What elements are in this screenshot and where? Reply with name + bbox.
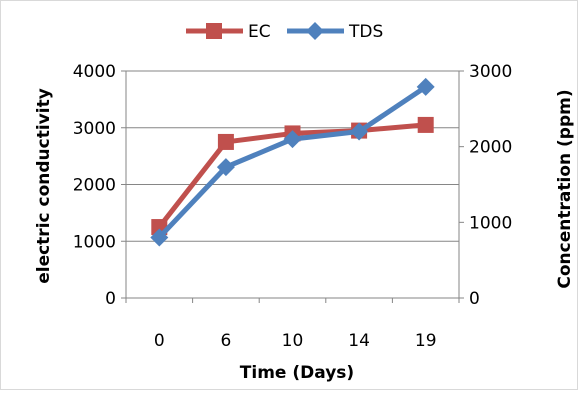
tds-point xyxy=(283,130,302,149)
x-tick-label: 6 xyxy=(220,331,231,351)
right-axis-title: Concentration (ppm) xyxy=(555,89,575,288)
right-axis-ticks: 0 1000 2000 3000 xyxy=(459,62,512,309)
tds-point xyxy=(150,228,169,247)
legend: EC TDS xyxy=(186,22,383,42)
left-axis-title: electric conductivity xyxy=(34,88,54,284)
left-axis-ticks: 0 1000 2000 3000 4000 xyxy=(73,62,126,309)
tds-point xyxy=(416,77,435,96)
x-tick-label: 10 xyxy=(282,331,304,351)
x-tick-label: 14 xyxy=(348,331,370,351)
tds-point xyxy=(216,158,235,177)
left-tick-label: 4000 xyxy=(73,62,116,82)
tds-line xyxy=(157,84,428,240)
left-tick-label: 1000 xyxy=(73,232,116,252)
left-tick-label: 3000 xyxy=(73,119,116,139)
series-layer xyxy=(150,77,435,247)
right-tick-label: 2000 xyxy=(469,138,512,158)
legend-tds-marker xyxy=(306,22,324,40)
right-tick-label: 1000 xyxy=(469,213,512,233)
x-tick-label: 0 xyxy=(154,331,165,351)
x-axis-title: Time (Days) xyxy=(240,363,354,383)
tds-point xyxy=(350,122,369,141)
ec-point xyxy=(217,133,234,150)
x-axis-ticks: 0 6 10 14 19 xyxy=(125,298,460,351)
legend-tds-label: TDS xyxy=(348,22,383,42)
left-tick-label: 2000 xyxy=(73,176,116,196)
x-tick-label: 19 xyxy=(415,331,437,351)
right-tick-label: 0 xyxy=(469,289,480,309)
legend-ec-marker xyxy=(206,23,222,39)
series-tds xyxy=(150,77,435,247)
legend-ec-label: EC xyxy=(248,22,271,42)
right-tick-label: 3000 xyxy=(469,62,512,82)
ec-point xyxy=(417,116,434,133)
left-tick-label: 0 xyxy=(105,289,116,309)
